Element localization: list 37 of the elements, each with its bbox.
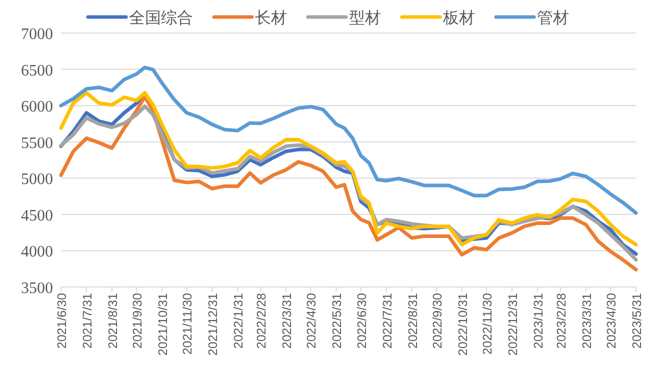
x-tick-label: 2022/8/31 — [406, 292, 420, 349]
x-tick-label: 2021/11/30 — [180, 292, 195, 355]
y-tick-label: 7000 — [21, 26, 53, 43]
y-tick-label: 4500 — [21, 207, 53, 224]
x-tick-label: 2022/6/30 — [354, 292, 369, 349]
legend-label: 型材 — [349, 9, 381, 27]
x-tick-label: 2021/8/31 — [106, 292, 120, 349]
x-tick-label: 2021/9/30 — [130, 292, 145, 349]
x-tick-label: 2022/10/31 — [456, 292, 470, 356]
x-tick-label: 2021/10/31 — [156, 292, 170, 356]
x-tick-label: 2023/4/30 — [604, 292, 619, 349]
y-tick-label: 4000 — [21, 244, 53, 261]
y-tick-label: 5000 — [21, 171, 53, 188]
x-tick-label: 2023/3/31 — [580, 292, 594, 349]
legend-label: 板材 — [442, 9, 475, 27]
x-tick-label: 2023/2/28 — [554, 292, 568, 349]
y-tick-label: 6000 — [21, 98, 53, 116]
x-tick-label: 2023/5/31 — [630, 292, 644, 349]
x-tick-label: 2022/4/30 — [304, 292, 319, 349]
legend-label: 长材 — [255, 9, 287, 27]
legend-label: 全国综合 — [129, 9, 193, 27]
x-tick-label: 2022/2/28 — [254, 292, 269, 349]
x-tick-label: 2022/1/31 — [232, 292, 246, 349]
x-tick-label: 2022/3/31 — [280, 292, 294, 349]
x-tick-label: 2021/6/30 — [55, 292, 69, 349]
x-tick-label: 2021/12/31 — [206, 292, 220, 356]
x-tick-label: 2022/9/30 — [430, 292, 444, 349]
x-tick-label: 2021/7/31 — [80, 292, 94, 349]
x-tick-label: 2022/5/31 — [330, 292, 344, 349]
x-tick-label: 2023/1/31 — [531, 292, 546, 349]
x-tick-label: 2022/7/31 — [380, 292, 394, 349]
y-tick-label: 3500 — [21, 280, 53, 297]
legend-label: 管材 — [537, 9, 569, 27]
y-tick-label: 6500 — [21, 62, 53, 80]
x-tick-label: 2022/11/30 — [480, 292, 494, 355]
x-tick-label: 2022/12/31 — [506, 292, 520, 356]
y-tick-label: 5500 — [21, 134, 53, 152]
